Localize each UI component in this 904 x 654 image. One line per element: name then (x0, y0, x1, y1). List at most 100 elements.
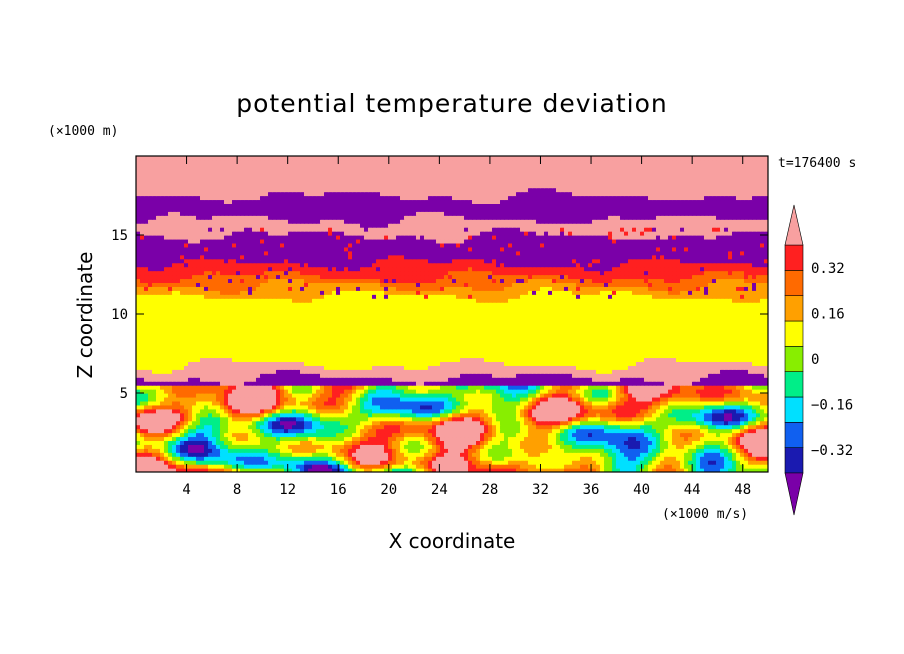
contour-cell (532, 385, 537, 390)
contour-cell (396, 456, 401, 461)
contour-cell (388, 408, 393, 414)
contour-cell (312, 416, 317, 422)
contour-cell (508, 365, 513, 370)
contour-cell (676, 373, 681, 378)
contour-cell (156, 436, 161, 441)
contour-cell (336, 400, 341, 406)
contour-cell (460, 412, 465, 418)
contour-cell (280, 345, 285, 351)
contour-cell (688, 404, 693, 410)
contour-cell (324, 396, 329, 402)
contour-cell (604, 432, 609, 438)
contour-cell (172, 369, 177, 374)
contour-cell (568, 444, 573, 449)
contour-cell (516, 393, 521, 398)
contour-cell (740, 369, 745, 374)
contour-cell (724, 349, 729, 355)
contour-cell (420, 349, 425, 355)
contour-cell (664, 456, 669, 461)
contour-cell (184, 389, 189, 394)
contour-cell (592, 456, 597, 461)
contour-cell (456, 436, 461, 441)
contour-cell (272, 381, 277, 386)
contour-cell (412, 452, 417, 457)
contour-cell (372, 456, 377, 461)
contour-cell (588, 381, 593, 386)
contour-cell (724, 400, 729, 406)
contour-cell (396, 404, 401, 410)
contour-cell (732, 440, 737, 445)
contour-cell (644, 460, 649, 465)
contour-cell (352, 412, 357, 418)
contour-cell (680, 393, 685, 398)
contour-cell (304, 393, 309, 398)
contour-cell (528, 420, 533, 426)
contour-cell (340, 436, 345, 441)
contour-cell (744, 416, 749, 422)
contour-cell (556, 385, 561, 390)
contour-cell (264, 404, 269, 410)
contour-cell (312, 349, 317, 355)
contour-cell (628, 416, 633, 422)
contour-cell (152, 373, 157, 378)
contour-cell (504, 389, 509, 394)
contour-cell (324, 456, 329, 461)
contour-cell (528, 460, 533, 465)
contour-cell (364, 448, 369, 453)
contour-cell (232, 404, 237, 410)
contour-cell (380, 416, 385, 422)
contour-cell (620, 432, 625, 438)
contour-cell (476, 428, 481, 434)
contour-cell (660, 396, 665, 402)
contour-cell (704, 396, 709, 402)
contour-cell (188, 377, 193, 382)
contour-cell (368, 420, 373, 426)
contour-cell (544, 373, 549, 378)
contour-cell (320, 424, 325, 430)
contour-cell (500, 400, 505, 406)
contour-cell (660, 373, 665, 378)
contour-cell (640, 436, 645, 441)
contour-cell (516, 345, 521, 351)
contour-cell (496, 373, 501, 378)
contour-cell (316, 381, 321, 386)
contour-cell (224, 448, 229, 453)
contour-cell (696, 400, 701, 406)
contour-cell (228, 400, 233, 406)
contour-cell (688, 369, 693, 374)
contour-cell (388, 369, 393, 374)
contour-cell (396, 444, 401, 449)
contour-cell (740, 452, 745, 457)
contour-cell (580, 416, 585, 422)
contour-cell (216, 464, 221, 469)
contour-cell (544, 408, 549, 414)
contour-cell (436, 365, 441, 370)
contour-cell (188, 369, 193, 374)
contour-cell (536, 393, 541, 398)
contour-cell (372, 393, 377, 398)
contour-cell (288, 456, 293, 461)
contour-cell (360, 452, 365, 457)
contour-cell (156, 416, 161, 422)
contour-cell (220, 345, 225, 351)
contour-cell (624, 464, 629, 469)
contour-cell (488, 460, 493, 465)
contour-cell (556, 353, 561, 359)
contour-cell (644, 353, 649, 359)
contour-cell (212, 365, 217, 370)
contour-cell (392, 464, 397, 469)
contour-cell (692, 464, 697, 469)
contour-cell (524, 381, 529, 386)
contour-cell (232, 393, 237, 398)
contour-cell (320, 365, 325, 370)
contour-cell (152, 408, 157, 414)
contour-cell (276, 448, 281, 453)
contour-cell (656, 396, 661, 402)
contour-cell (756, 404, 761, 410)
contour-cell (608, 460, 613, 465)
contour-cell (760, 432, 765, 438)
contour-cell (560, 412, 565, 418)
contour-cell (676, 389, 681, 394)
contour-cell (660, 464, 665, 469)
contour-cell (216, 444, 221, 449)
